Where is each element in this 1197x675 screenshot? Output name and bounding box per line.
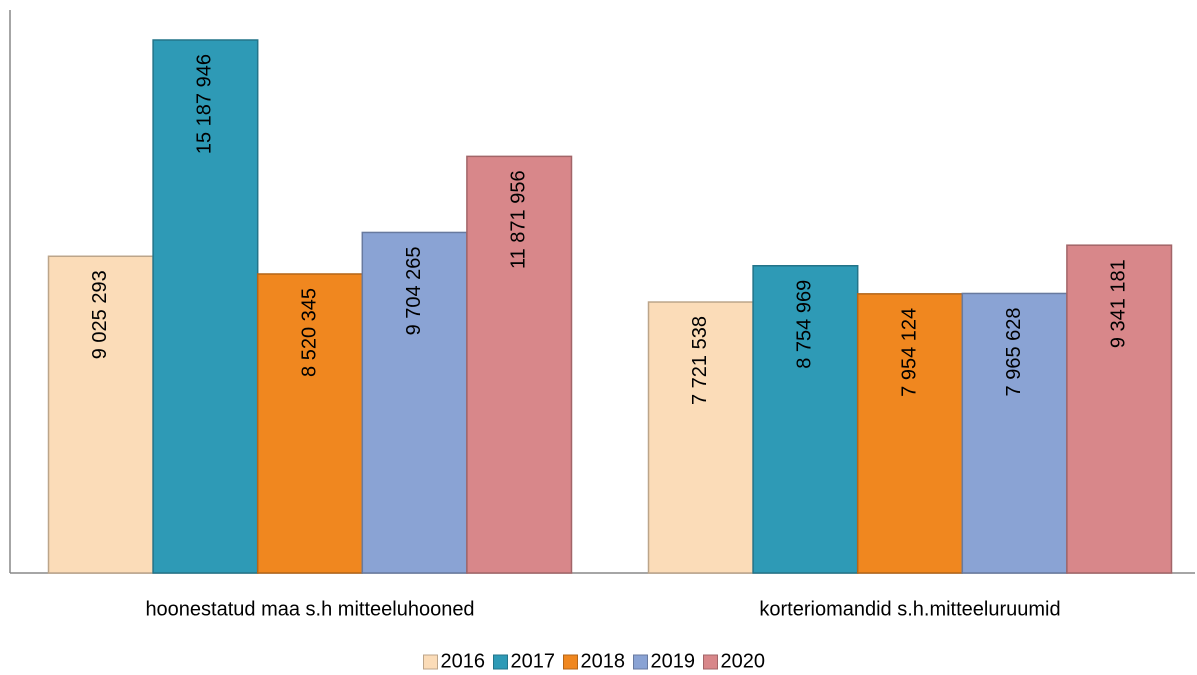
bar	[1066, 244, 1173, 574]
legend-swatch	[493, 654, 508, 670]
value-label: 7 721 538	[689, 316, 711, 405]
bar	[647, 301, 754, 574]
legend-label: 2019	[651, 650, 696, 672]
legend-swatch	[703, 654, 718, 670]
legend-swatch	[633, 654, 648, 670]
bar	[752, 265, 859, 574]
legend-swatch	[563, 654, 578, 670]
value-label: 15 187 946	[194, 54, 216, 154]
value-label: 9 341 181	[1107, 259, 1129, 348]
legend-label: 2016	[441, 650, 486, 672]
bar	[361, 231, 468, 574]
value-label: 7 965 628	[1003, 307, 1025, 396]
legend-swatch	[423, 654, 438, 670]
bar	[256, 273, 364, 574]
bar	[47, 255, 154, 574]
value-label: 8 520 345	[298, 288, 320, 377]
legend-label: 2017	[511, 650, 556, 672]
value-label: 7 954 124	[898, 308, 920, 397]
value-label: 11 871 956	[507, 170, 529, 269]
legend-label: 2020	[721, 650, 766, 672]
legend-label: 2018	[581, 650, 626, 672]
value-label: 9 025 293	[89, 270, 111, 359]
x-tick-label: hoonestatud maa s.h mitteeluhooned	[145, 598, 474, 620]
bar	[152, 39, 259, 574]
value-label: 8 754 969	[794, 280, 816, 369]
bar	[466, 155, 573, 574]
bar	[961, 292, 1068, 574]
bar	[856, 293, 964, 574]
value-label: 9 704 265	[403, 246, 425, 335]
x-tick-label: korteriomandid s.h.mitteeluruumid	[759, 598, 1060, 620]
